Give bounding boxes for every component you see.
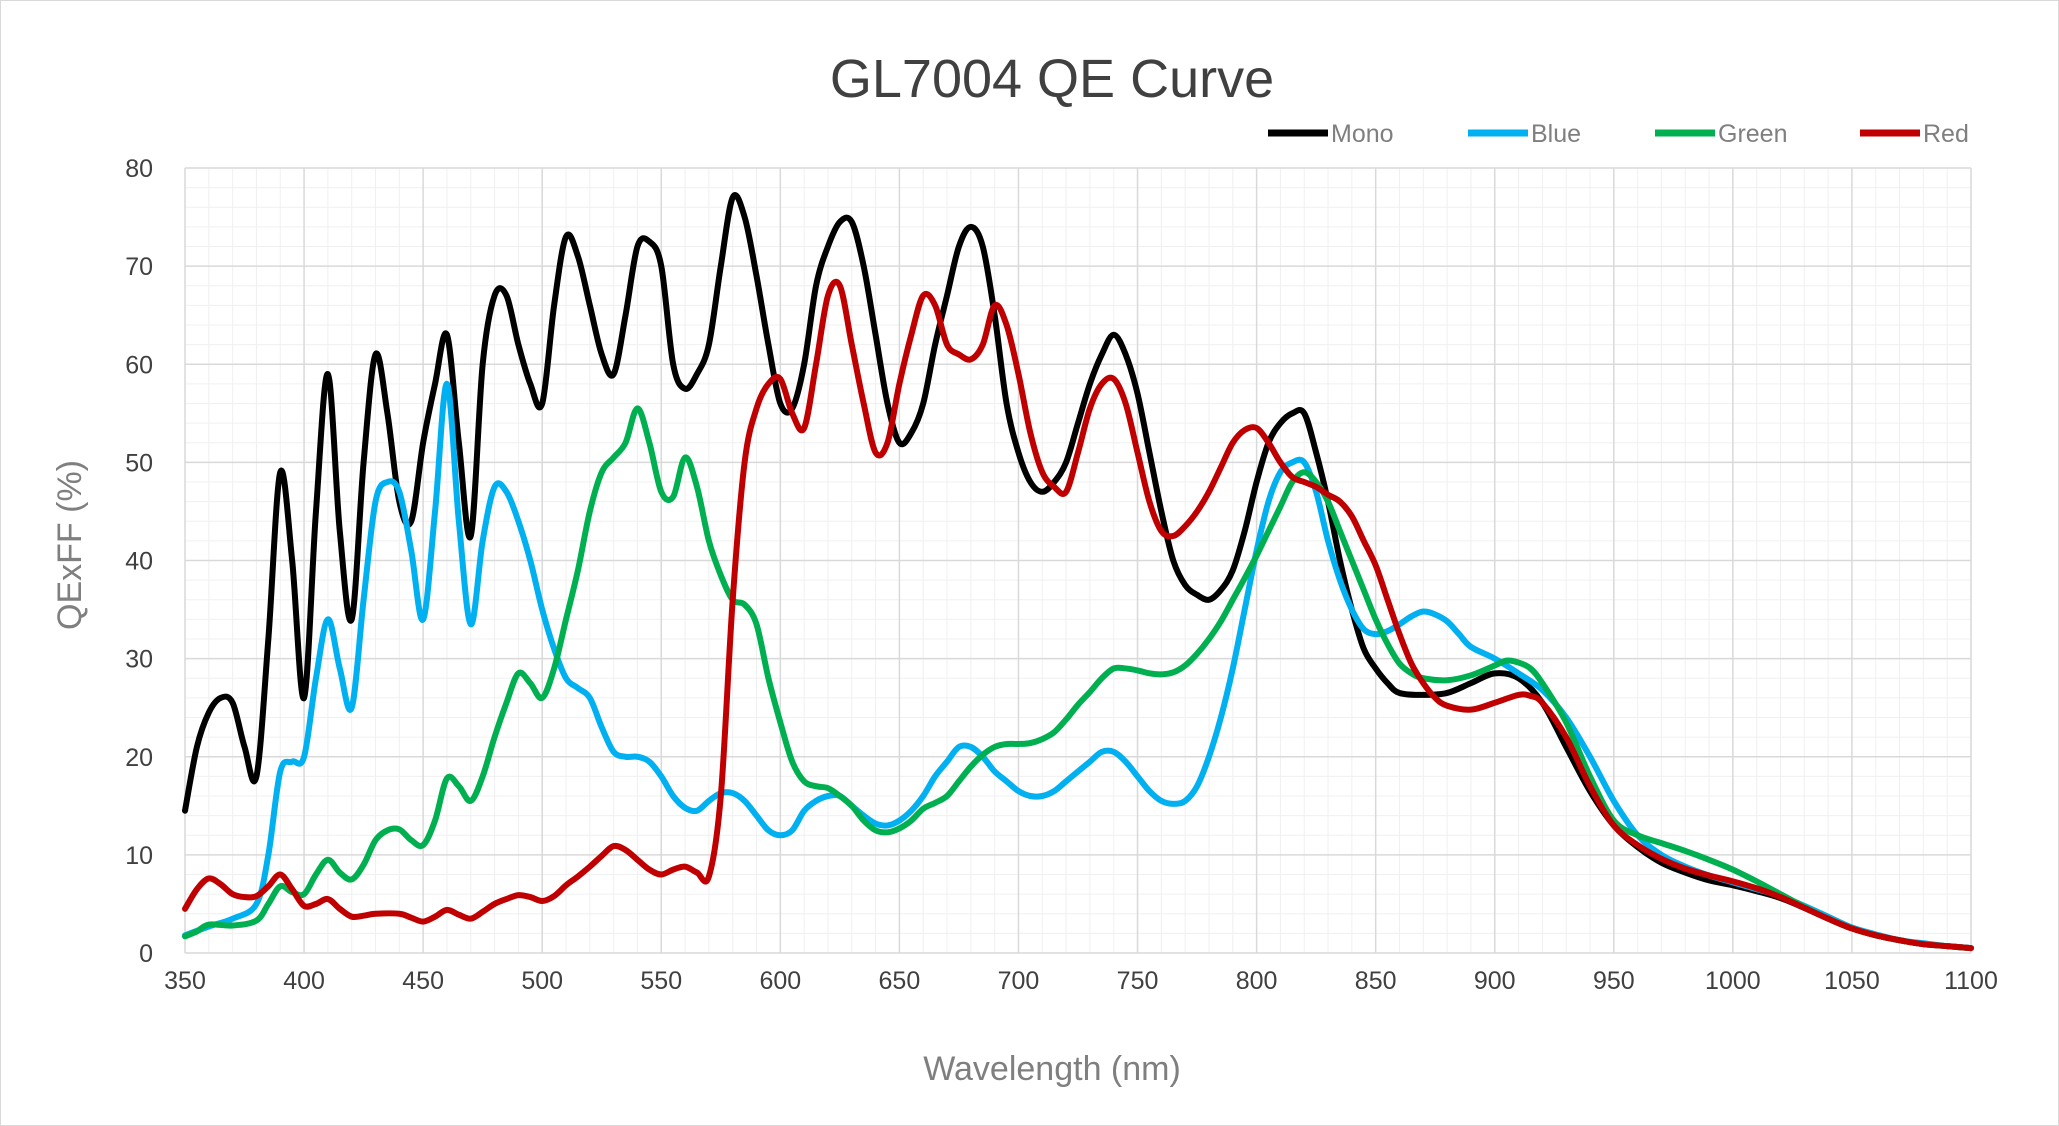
y-tick-label: 20 bbox=[125, 744, 153, 772]
x-tick-label: 550 bbox=[640, 967, 682, 995]
legend-label-blue: Blue bbox=[1531, 120, 1581, 148]
series-line-red bbox=[182, 278, 1974, 952]
series-line-blue bbox=[182, 380, 1974, 952]
y-tick-label: 0 bbox=[139, 940, 153, 968]
x-tick-label: 700 bbox=[998, 967, 1040, 995]
y-axis-title: QExFF (%) bbox=[51, 460, 89, 630]
series-line-green bbox=[182, 405, 1974, 952]
x-tick-label: 800 bbox=[1236, 967, 1278, 995]
chart-title: GL7004 QE Curve bbox=[830, 49, 1274, 109]
x-tick-label: 1000 bbox=[1705, 967, 1761, 995]
x-tick-label: 850 bbox=[1355, 967, 1397, 995]
legend-label-green: Green bbox=[1718, 120, 1787, 148]
y-tick-label: 10 bbox=[125, 842, 153, 870]
x-tick-label: 1100 bbox=[1944, 967, 1998, 995]
x-tick-label: 350 bbox=[164, 967, 206, 995]
y-tick-label: 80 bbox=[125, 155, 153, 183]
y-tick-label: 60 bbox=[125, 351, 153, 379]
x-tick-label: 500 bbox=[521, 967, 563, 995]
x-tick-label: 950 bbox=[1593, 967, 1635, 995]
x-tick-label: 600 bbox=[759, 967, 801, 995]
x-tick-label: 650 bbox=[879, 967, 921, 995]
y-tick-label: 70 bbox=[125, 253, 153, 281]
y-tick-label: 40 bbox=[125, 548, 153, 576]
series-lines bbox=[182, 192, 1974, 952]
x-tick-label: 400 bbox=[283, 967, 325, 995]
x-axis-tick-labels: 350 400 450 500 550 600 650 700 750 800 850 900 950 1… bbox=[164, 967, 1998, 995]
x-tick-label: 900 bbox=[1474, 967, 1516, 995]
x-tick-label: 450 bbox=[402, 967, 444, 995]
x-tick-label: 750 bbox=[1117, 967, 1159, 995]
x-axis-title: Wavelength (nm) bbox=[923, 1050, 1181, 1088]
legend: Mono Blue Green Red bbox=[1268, 120, 1969, 148]
y-axis-tick-labels: 0 10 20 30 40 50 60 70 80 bbox=[125, 155, 153, 968]
legend-label-mono: Mono bbox=[1331, 120, 1394, 148]
legend-label-red: Red bbox=[1923, 120, 1969, 148]
x-tick-label: 1050 bbox=[1824, 967, 1880, 995]
y-tick-label: 50 bbox=[125, 449, 153, 477]
y-tick-label: 30 bbox=[125, 646, 153, 674]
